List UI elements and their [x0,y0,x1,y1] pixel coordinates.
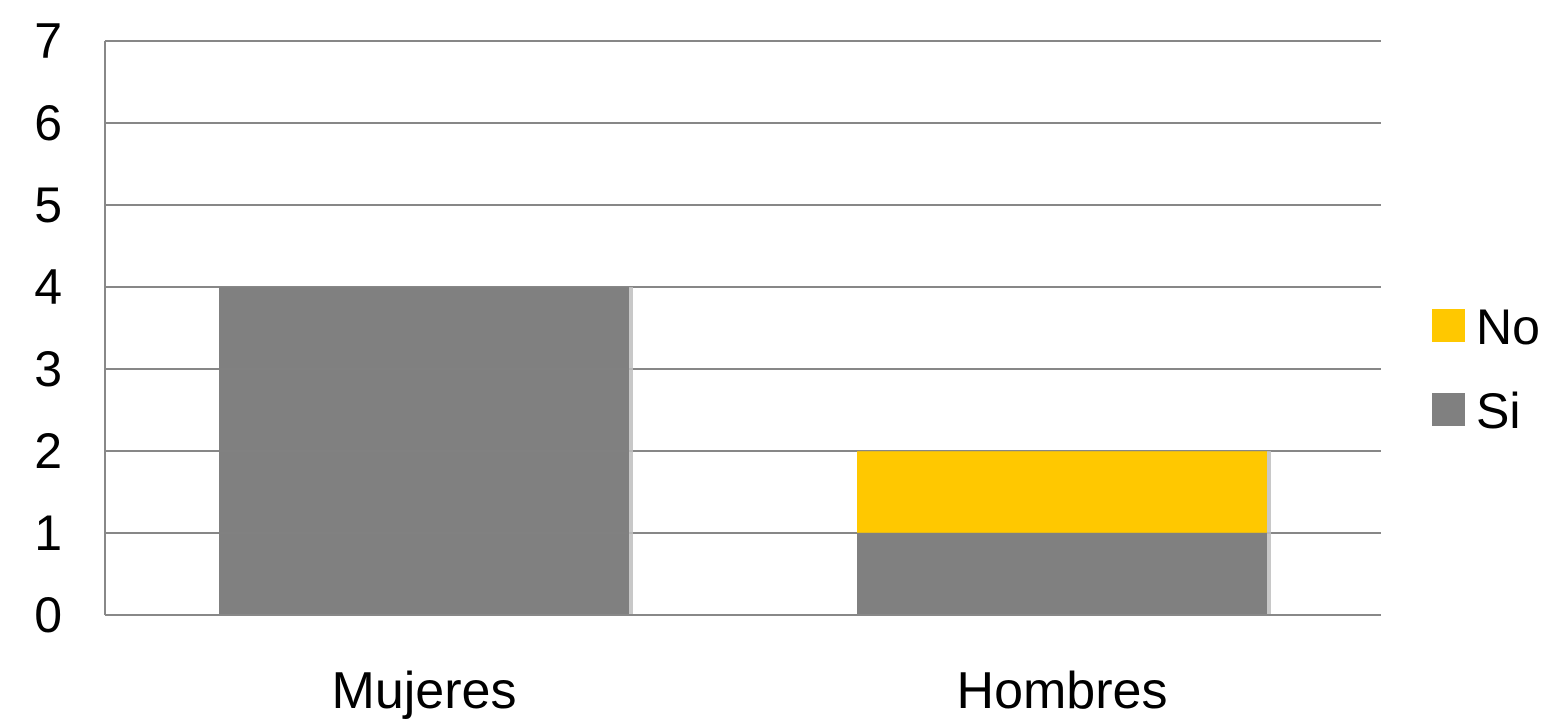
y-tick-label: 3 [34,341,62,397]
x-category-label: Mujeres [332,662,517,720]
y-tick-label: 2 [34,423,62,479]
legend-swatch-no [1432,309,1465,342]
y-tick-label: 7 [34,13,62,69]
bars [105,40,1381,615]
legend-label-no: No [1476,299,1540,355]
y-tick-label: 0 [34,587,62,643]
bar-mujeres-si [219,287,629,615]
y-tick-label: 5 [34,177,62,233]
legend-label-si: Si [1476,383,1520,439]
legend-swatch-si [1432,393,1465,426]
bar-hombres-si [857,533,1267,615]
x-category-label: Hombres [957,662,1168,720]
bar-shadow [1267,533,1271,615]
x-axis: Mujeres Hombres [105,614,1381,720]
y-tick-label: 1 [34,505,62,561]
bar-hombres-no [857,451,1267,533]
y-tick-label: 4 [34,259,62,315]
bar-shadow [629,287,633,615]
y-tick-label: 6 [34,95,62,151]
legend: No Si [1432,299,1540,439]
bar-shadow [1267,451,1271,533]
y-axis: 0 1 2 3 4 5 6 7 [34,13,106,643]
